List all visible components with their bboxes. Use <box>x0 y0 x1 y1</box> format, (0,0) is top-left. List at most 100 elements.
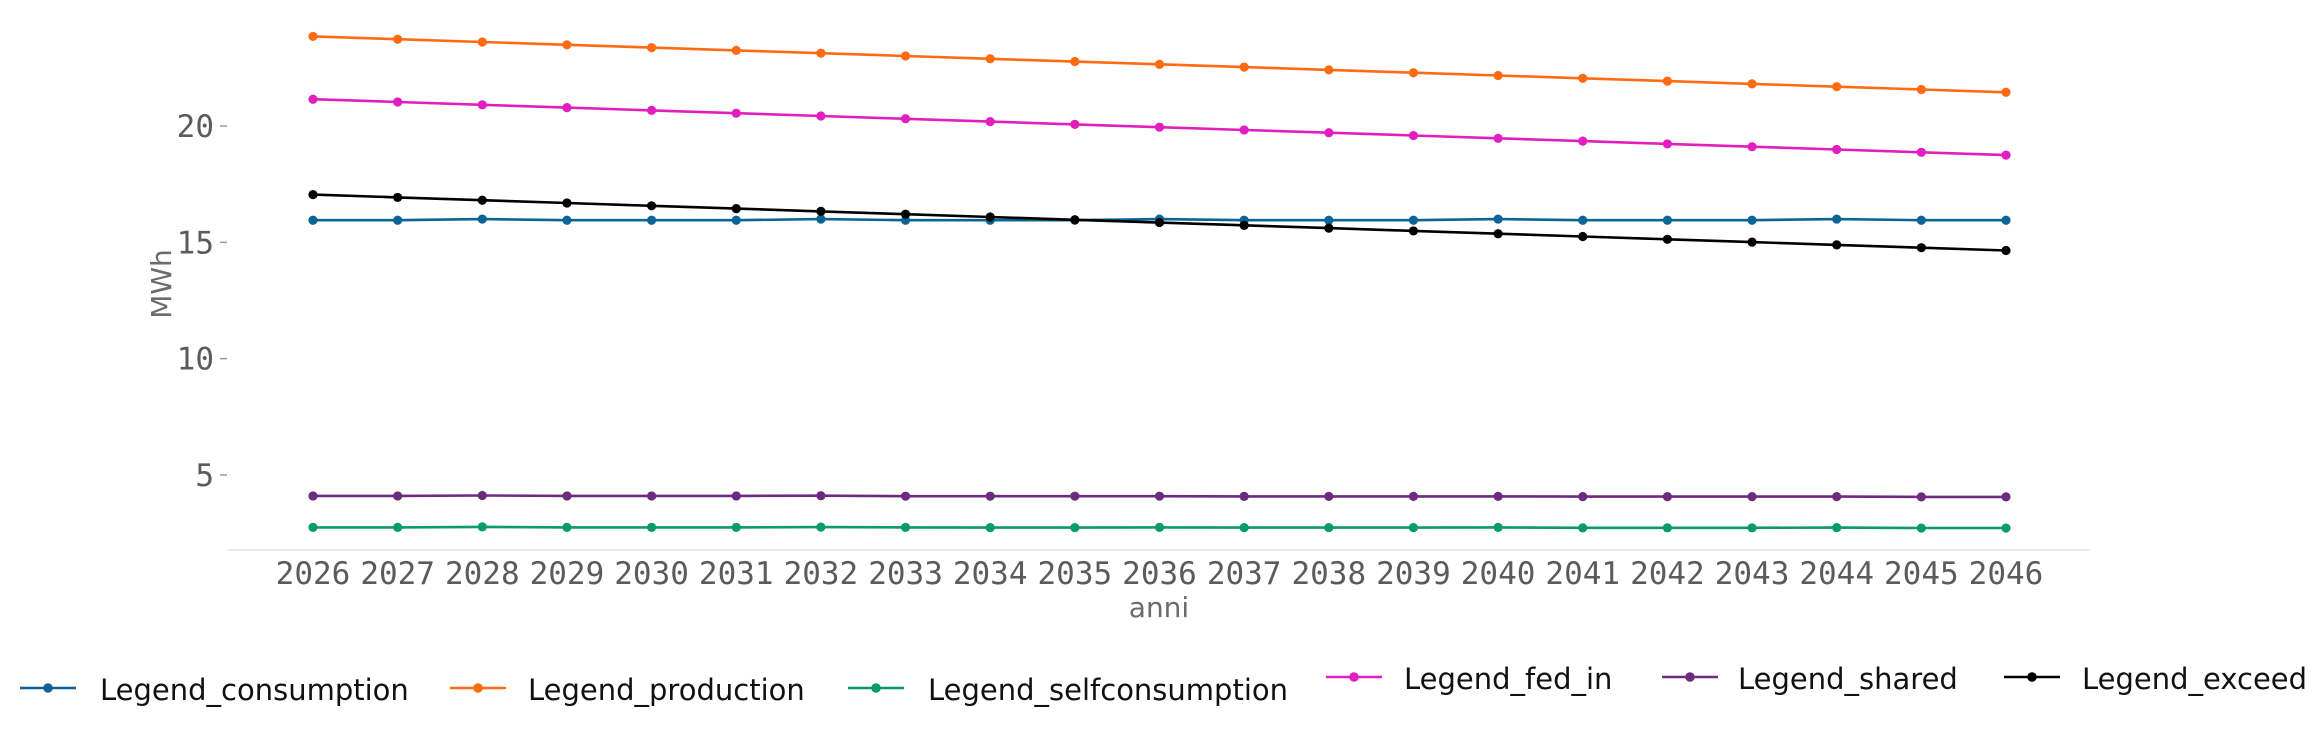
x-tick-label: 2031 <box>699 556 774 592</box>
data-point <box>2001 87 2011 97</box>
x-tick-label: 2035 <box>1038 556 1113 592</box>
data-point <box>1239 125 1249 135</box>
data-point <box>562 491 572 501</box>
data-point <box>477 490 487 501</box>
legend-item: Legend_selfconsumption <box>848 673 1288 707</box>
data-point <box>308 491 318 501</box>
legend-label: Legend_fed_in <box>1404 662 1612 696</box>
data-point <box>1408 130 1419 141</box>
data-point <box>1239 522 1249 533</box>
data-point <box>900 522 911 532</box>
data-point <box>1662 76 1672 86</box>
data-point <box>1493 522 1503 532</box>
data-point <box>731 522 741 532</box>
data-point <box>647 42 657 53</box>
data-point <box>731 45 741 55</box>
data-point <box>1747 237 1757 247</box>
x-tick-label: 2038 <box>1291 556 1366 592</box>
data-point <box>2001 245 2011 256</box>
y-tick-label: 15 <box>177 225 214 261</box>
data-point <box>731 203 741 214</box>
data-point <box>1070 56 1080 67</box>
legend-marker <box>871 683 881 693</box>
data-point <box>477 195 487 205</box>
data-point <box>308 190 318 200</box>
data-point <box>308 215 318 225</box>
data-point <box>1239 62 1249 72</box>
y-axis-ticks: 5 10 15 20 <box>177 109 227 494</box>
data-point <box>1154 491 1165 501</box>
legend-marker <box>2027 672 2037 682</box>
x-tick-label: 2026 <box>276 556 351 592</box>
data-point <box>477 100 487 110</box>
data-point <box>1493 229 1503 239</box>
data-point <box>1493 491 1503 502</box>
series-layer <box>308 31 2011 533</box>
y-axis-title: MWh <box>145 249 178 319</box>
legend-item: Legend_exceed <box>2004 662 2307 696</box>
data-point <box>1578 136 1588 146</box>
data-point <box>393 215 403 225</box>
series-Legend_shared <box>308 490 2011 502</box>
data-point <box>731 215 741 225</box>
data-point <box>1578 231 1588 242</box>
data-point <box>393 192 403 203</box>
data-point <box>393 34 403 44</box>
x-tick-label: 2029 <box>530 556 605 592</box>
data-point <box>1239 491 1249 502</box>
data-point <box>562 103 572 113</box>
legend-marker <box>1685 672 1695 682</box>
legend-marker <box>1349 672 1359 682</box>
data-point <box>562 522 572 532</box>
x-tick-label: 2036 <box>1122 556 1197 592</box>
data-point <box>562 198 572 208</box>
data-point <box>900 491 911 501</box>
data-point <box>1239 220 1249 230</box>
x-tick-label: 2032 <box>784 556 859 592</box>
x-tick-label: 2044 <box>1799 556 1874 592</box>
data-point <box>1324 491 1334 502</box>
data-point <box>1832 522 1842 533</box>
data-point <box>1662 215 1672 225</box>
x-tick-label: 2027 <box>360 556 435 592</box>
data-point <box>1747 523 1757 533</box>
data-point <box>900 51 911 61</box>
data-point <box>1408 226 1419 236</box>
data-point <box>647 105 657 116</box>
legend-marker <box>473 683 483 693</box>
legend-label: Legend_exceed <box>2082 662 2307 696</box>
series-Legend_selfconsumption <box>308 522 2011 533</box>
data-point <box>1578 523 1588 533</box>
x-tick-label: 2034 <box>953 556 1028 592</box>
data-point <box>1578 73 1588 83</box>
data-point <box>731 108 741 118</box>
y-tick-label: 10 <box>177 342 214 378</box>
legend-label: Legend_consumption <box>100 673 409 707</box>
data-point <box>1324 128 1334 138</box>
legend-label: Legend_selfconsumption <box>928 673 1288 707</box>
data-point <box>1154 59 1165 69</box>
data-point <box>1070 491 1080 501</box>
x-tick-label: 2041 <box>1545 556 1620 592</box>
data-point <box>816 214 826 224</box>
data-point <box>308 522 318 532</box>
series-Legend_production <box>308 31 2011 97</box>
data-point <box>1916 147 1926 157</box>
data-point <box>647 491 657 501</box>
data-point <box>1662 234 1672 244</box>
data-point <box>2001 150 2011 160</box>
y-tick-label: 5 <box>195 458 214 494</box>
x-tick-label: 2028 <box>445 556 520 592</box>
data-point <box>477 214 487 224</box>
data-point <box>1154 217 1165 228</box>
data-point <box>816 111 826 121</box>
x-tick-label: 2030 <box>614 556 689 592</box>
data-point <box>562 40 572 50</box>
x-tick-label: 2043 <box>1715 556 1790 592</box>
data-point <box>1662 492 1672 502</box>
x-tick-label: 2039 <box>1376 556 1451 592</box>
y-tick-label: 20 <box>177 109 214 145</box>
data-point <box>2001 215 2011 225</box>
data-point <box>1324 522 1334 533</box>
data-point <box>1832 214 1842 224</box>
